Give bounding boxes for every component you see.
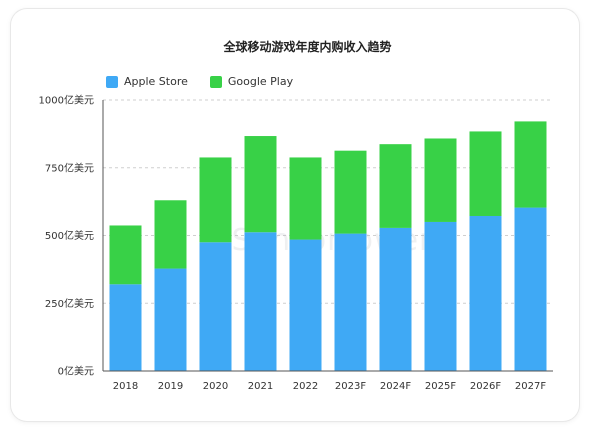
legend-label-apple-store: Apple Store [124,75,188,88]
x-tick-label: 2024F [380,381,411,392]
x-tick-label: 2021 [248,381,273,392]
legend-item-google-play: Google Play [209,75,294,88]
x-tick-label: 2023F [335,381,366,392]
y-tick-label: 0亿美元 [58,365,94,378]
bar-google-play [514,121,547,208]
bar-google-play [379,144,412,228]
bar-google-play [334,150,367,234]
bar-apple-store [289,239,322,371]
y-tick-label: 500亿美元 [45,229,94,242]
bar-google-play [469,131,502,216]
legend-swatch-google-play [209,75,222,88]
bar-apple-store [514,207,547,371]
bar-apple-store [199,242,232,371]
bar-google-play [154,200,187,269]
bar-apple-store [244,232,277,371]
y-tick-label: 1000亿美元 [39,94,94,107]
chart-title: 全球移动游戏年度内购收入趋势 [223,40,392,54]
y-tick-label: 250亿美元 [45,297,94,310]
x-tick-label: 2027F [515,381,546,392]
legend-item-apple-store: Apple Store [106,75,188,88]
bar-google-play [199,157,232,243]
bar-apple-store [469,215,502,371]
bar-apple-store [154,268,187,371]
bar-google-play [109,225,142,285]
chart-legend: Apple Store Google Play [106,75,315,88]
legend-swatch-apple-store [106,75,118,88]
x-tick-label: 2025F [425,381,456,392]
bar-google-play [424,138,457,222]
bar-apple-store [109,284,142,371]
y-axis: 0亿美元 250亿美元 500亿美元 750亿美元 1000亿美元 [39,94,104,378]
x-tick-label: 2020 [203,381,228,392]
bar-google-play [289,157,322,240]
bars [109,121,547,371]
legend-label-google-play: Google Play [227,75,294,88]
x-tick-label: 2022 [293,381,318,392]
y-tick-label: 750亿美元 [45,161,94,174]
x-tick-label: 2018 [113,381,138,392]
bar-apple-store [379,227,412,371]
x-tick-label: 2026F [470,381,501,392]
bar-apple-store [424,221,457,371]
x-tick-label: 2019 [158,381,183,392]
bar-google-play [244,136,277,233]
bar-apple-store [334,233,367,371]
x-axis: 2018 2019 2020 2021 2022 2023F 2024F 2025F 2026F… [103,370,553,392]
